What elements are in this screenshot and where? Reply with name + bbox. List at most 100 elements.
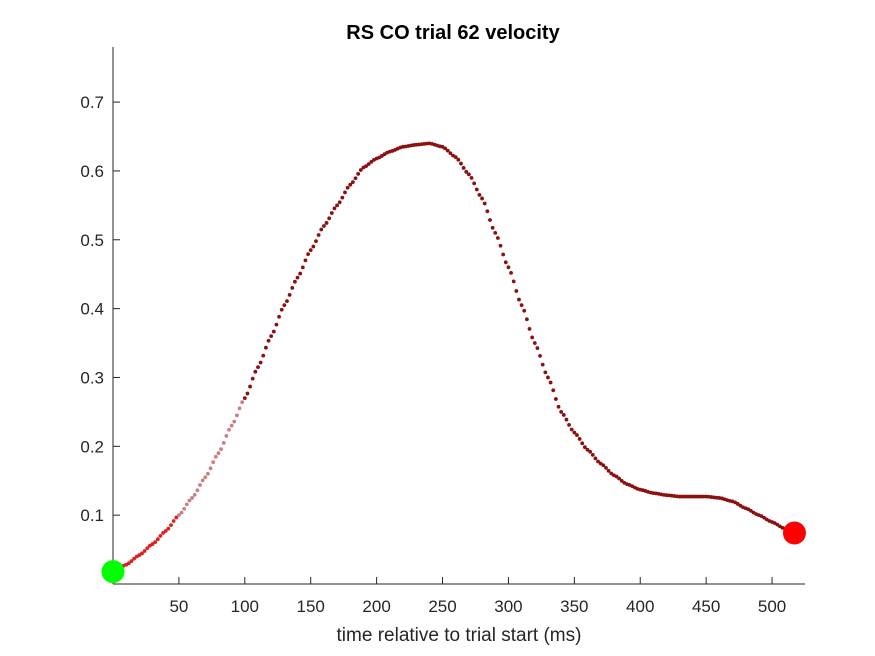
trace-point bbox=[604, 465, 608, 470]
trace-point bbox=[187, 498, 192, 503]
trace-point bbox=[524, 317, 529, 322]
trace-point bbox=[166, 526, 171, 531]
trace-point bbox=[126, 561, 131, 566]
trace-point bbox=[269, 334, 274, 339]
trace-point bbox=[490, 225, 495, 230]
trace-point bbox=[179, 510, 184, 515]
trace-point bbox=[287, 293, 292, 297]
trace-point bbox=[163, 529, 168, 533]
trace-point bbox=[683, 494, 687, 499]
trace-point bbox=[232, 419, 237, 424]
trace-point bbox=[348, 182, 353, 187]
trace-point bbox=[503, 260, 508, 265]
trace-point bbox=[601, 463, 606, 468]
x-tick-label: 500 bbox=[758, 597, 786, 616]
trace-point bbox=[200, 478, 205, 483]
trace-point bbox=[572, 430, 577, 435]
trace-point bbox=[300, 265, 305, 270]
trace-point bbox=[693, 494, 698, 499]
trace-point bbox=[366, 162, 371, 167]
y-tick-label: 0.1 bbox=[80, 506, 104, 525]
trace-point bbox=[227, 427, 231, 432]
trace-point bbox=[242, 396, 247, 401]
trace-point bbox=[198, 483, 202, 487]
x-tick-label: 450 bbox=[692, 597, 720, 616]
trace-point bbox=[701, 494, 706, 499]
trace-point bbox=[258, 360, 263, 365]
y-ticks: 0.1 0.2 0.3 0.4 0.5 0.6 0.7 bbox=[80, 93, 120, 525]
trace-point bbox=[617, 476, 622, 481]
trace-point bbox=[527, 327, 532, 331]
trace-point bbox=[343, 190, 347, 195]
trace-point bbox=[522, 308, 527, 313]
trace-point bbox=[498, 243, 503, 248]
trace-point bbox=[171, 519, 176, 523]
trace-point bbox=[253, 369, 258, 374]
trace-point bbox=[213, 454, 218, 459]
trace-point bbox=[208, 466, 213, 471]
trace-point bbox=[211, 460, 216, 465]
trace-point bbox=[453, 155, 458, 160]
trace-point bbox=[488, 218, 492, 222]
trace-point bbox=[461, 166, 466, 170]
trace-point bbox=[311, 244, 316, 249]
trace-point bbox=[285, 299, 289, 303]
trace-point bbox=[132, 556, 136, 561]
trace-point bbox=[322, 224, 326, 228]
trace-point bbox=[538, 353, 542, 358]
trace-point bbox=[237, 406, 242, 411]
x-tick-label: 100 bbox=[231, 597, 259, 616]
trace-point bbox=[443, 146, 448, 151]
x-tick-label: 150 bbox=[297, 597, 325, 616]
x-ticks: 50 100 150 200 250 300 350 400 450 500 bbox=[169, 577, 786, 616]
trace-point bbox=[177, 513, 181, 518]
trace-point bbox=[548, 380, 553, 385]
trace-point bbox=[256, 365, 260, 370]
trace-point bbox=[575, 433, 579, 437]
y-tick-label: 0.7 bbox=[80, 93, 104, 112]
trace-point bbox=[140, 551, 144, 556]
trace-point bbox=[158, 533, 163, 538]
trace-point bbox=[282, 303, 287, 308]
trace-point bbox=[303, 258, 308, 263]
trace-point bbox=[182, 506, 187, 511]
endpoint-markers bbox=[101, 521, 806, 584]
trace-point bbox=[474, 187, 479, 192]
trace-point bbox=[530, 335, 535, 340]
trace-point bbox=[279, 307, 284, 312]
trace-point bbox=[619, 478, 624, 483]
trace-point bbox=[316, 233, 321, 237]
trace-point bbox=[477, 193, 482, 197]
trace-point bbox=[290, 286, 295, 290]
trace-point bbox=[369, 159, 374, 164]
trace-point bbox=[216, 451, 221, 456]
trace-point bbox=[155, 537, 160, 542]
trace-point bbox=[190, 496, 194, 500]
trace-point bbox=[514, 289, 519, 293]
trace-point bbox=[485, 209, 490, 214]
trace-point bbox=[319, 227, 324, 232]
trace-point bbox=[293, 279, 297, 284]
trace-point bbox=[329, 211, 334, 215]
trace-point bbox=[298, 271, 303, 276]
x-tick-label: 400 bbox=[626, 597, 654, 616]
trace-point bbox=[614, 474, 619, 479]
trace-point bbox=[308, 248, 313, 253]
trace-point bbox=[169, 523, 173, 527]
trace-point bbox=[509, 271, 513, 275]
trace-point bbox=[206, 471, 210, 476]
trace-point bbox=[153, 540, 158, 545]
trace-point bbox=[567, 422, 571, 427]
trace-point bbox=[221, 441, 226, 445]
x-tick-label: 250 bbox=[428, 597, 456, 616]
trace-point bbox=[235, 413, 239, 418]
trace-point bbox=[546, 375, 550, 380]
y-tick-label: 0.2 bbox=[80, 437, 104, 456]
trace-point bbox=[261, 353, 266, 358]
trace-point bbox=[551, 388, 556, 393]
end-marker bbox=[782, 521, 806, 545]
x-tick-label: 50 bbox=[169, 597, 188, 616]
trace-point bbox=[295, 275, 300, 280]
trace-point bbox=[324, 221, 329, 225]
trace-point bbox=[192, 492, 197, 497]
